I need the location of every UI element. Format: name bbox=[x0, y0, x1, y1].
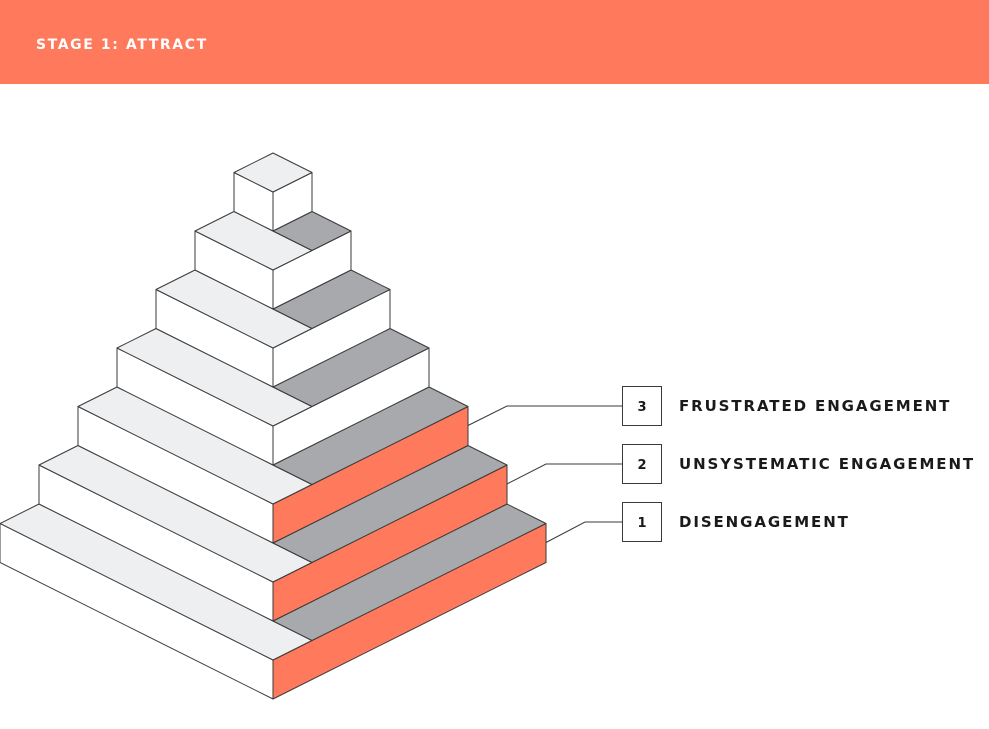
legend-number-box bbox=[622, 444, 662, 484]
stage-title: STAGE 1: ATTRACT bbox=[36, 37, 208, 53]
legend-label-frustrated-engagement: FRUSTRATED ENGAGEMENT bbox=[679, 397, 952, 415]
legend-number: 3 bbox=[637, 400, 646, 415]
leader-line bbox=[506, 463, 622, 485]
legend-label-disengagement: DISENGAGEMENT bbox=[679, 513, 850, 531]
level-1-top-face bbox=[233, 152, 313, 193]
leader-line bbox=[545, 521, 622, 543]
legend-number: 2 bbox=[637, 458, 646, 473]
legend-number-box bbox=[622, 502, 662, 542]
stage-header: STAGE 1: ATTRACT bbox=[0, 0, 989, 84]
leader-line bbox=[467, 405, 622, 426]
legend-number: 1 bbox=[637, 516, 646, 531]
legend-number-box bbox=[622, 386, 662, 426]
legend-label-unsystematic-engagement: UNSYSTEMATIC ENGAGEMENT bbox=[679, 455, 976, 473]
